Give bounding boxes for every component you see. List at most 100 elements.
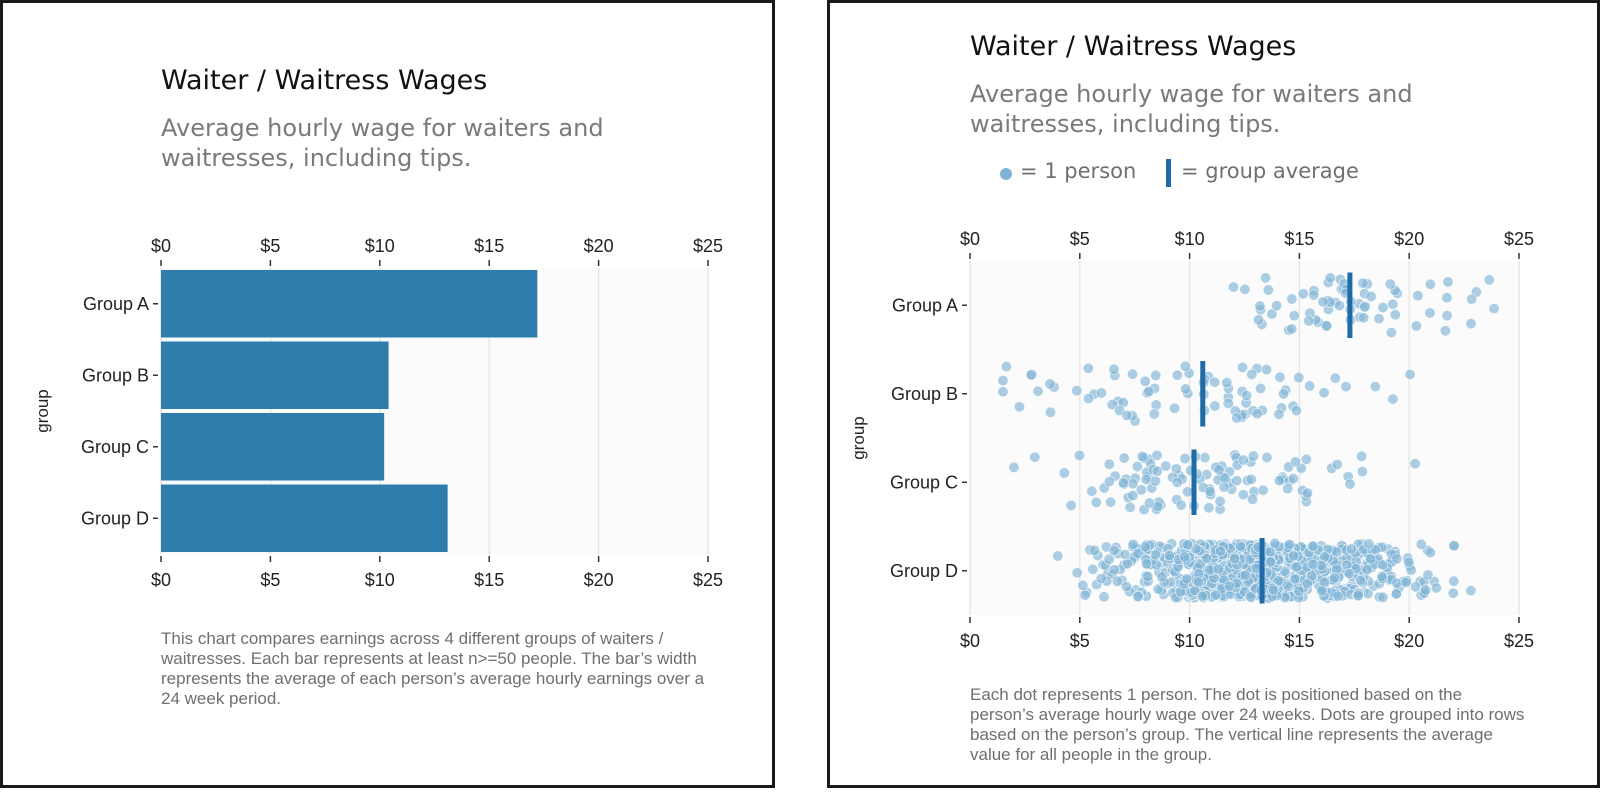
- bar-chart-panel: Waiter / Waitress Wages Average hourly w…: [0, 0, 775, 788]
- person-dot: [1103, 458, 1115, 470]
- y-tick-label: Group C: [81, 437, 149, 457]
- person-dot: [1044, 378, 1056, 390]
- person-dot: [1448, 540, 1460, 552]
- x-tick-label-bottom: $20: [584, 570, 614, 590]
- person-dot: [1260, 272, 1272, 284]
- person-dot: [1151, 465, 1163, 477]
- x-tick-label-bottom: $15: [474, 570, 504, 590]
- person-dot: [1331, 458, 1343, 470]
- person-dot: [1082, 362, 1094, 374]
- x-tick-label-top: $15: [1284, 229, 1314, 249]
- person-dot: [1175, 499, 1187, 511]
- person-dot: [1143, 497, 1155, 509]
- person-dot: [1213, 464, 1225, 476]
- person-dot: [1286, 293, 1298, 305]
- person-dot: [1150, 369, 1162, 381]
- person-dot: [1264, 546, 1276, 558]
- person-dot: [1236, 361, 1249, 373]
- person-dot: [1257, 484, 1269, 496]
- person-dot: [1118, 452, 1130, 464]
- person-dot: [1148, 408, 1160, 420]
- person-dot: [1214, 495, 1226, 507]
- person-dot: [1088, 544, 1101, 556]
- person-dot: [1219, 472, 1231, 484]
- person-dot: [1231, 412, 1243, 424]
- bar: [161, 484, 448, 552]
- person-dot: [1052, 550, 1064, 562]
- person-dot: [1345, 543, 1357, 555]
- person-dot: [1239, 569, 1251, 581]
- person-dot: [1204, 486, 1216, 498]
- person-dot: [1171, 369, 1183, 381]
- person-dot: [1483, 274, 1495, 286]
- person-dot: [1354, 574, 1367, 587]
- person-dot: [1179, 360, 1191, 372]
- person-dot: [1108, 544, 1120, 556]
- person-dot: [1229, 553, 1241, 565]
- y-tick-label: Group D: [890, 561, 958, 581]
- person-dot: [1297, 288, 1309, 300]
- person-dot: [1293, 585, 1305, 597]
- person-dot: [1120, 581, 1133, 593]
- y-tick-label: Group A: [892, 295, 958, 315]
- person-dot: [1377, 591, 1389, 603]
- person-dot: [1247, 450, 1260, 462]
- bar: [161, 413, 385, 481]
- person-dot: [1290, 405, 1302, 417]
- person-dot: [1317, 296, 1329, 308]
- x-tick-label-top: $20: [1394, 229, 1424, 249]
- person-dot: [1246, 368, 1258, 380]
- person-dot: [1282, 483, 1294, 495]
- person-dot: [1303, 315, 1315, 327]
- person-dot: [1119, 548, 1131, 561]
- person-dot: [1071, 385, 1083, 397]
- person-dot: [1143, 385, 1155, 397]
- person-dot: [1127, 478, 1139, 490]
- person-dot: [1200, 552, 1213, 564]
- person-dot: [1363, 538, 1375, 550]
- person-dot: [1308, 289, 1320, 301]
- person-dot: [1262, 284, 1274, 296]
- person-dot: [1465, 318, 1477, 330]
- person-dot: [1193, 576, 1205, 588]
- chart-title: Waiter / Waitress Wages: [970, 31, 1297, 62]
- person-dot: [1246, 493, 1259, 505]
- person-dot: [1132, 591, 1144, 603]
- person-dot: [1301, 578, 1313, 590]
- person-dot: [1465, 585, 1477, 597]
- y-tick-label: Group B: [82, 365, 149, 385]
- person-dot: [1121, 409, 1133, 421]
- person-dot: [1307, 540, 1319, 552]
- person-dot: [1086, 485, 1098, 497]
- person-dot: [1182, 539, 1194, 551]
- person-dot: [1127, 538, 1139, 550]
- person-dot: [1410, 581, 1422, 593]
- dot-plot: $0 $0 $5 $5 $10 $10 $15 $15 $20 $20 $25 $25 Group A G…: [849, 229, 1534, 651]
- chart-subtitle: Average hourly wage for waiters and wait…: [970, 80, 1413, 138]
- person-dot: [1140, 473, 1152, 486]
- person-dot: [997, 386, 1009, 398]
- person-dot: [1058, 467, 1070, 479]
- person-dot: [1124, 501, 1136, 513]
- person-dot: [1359, 301, 1371, 313]
- person-dot: [1410, 320, 1422, 332]
- person-dot: [1077, 579, 1089, 591]
- person-dot: [1424, 278, 1436, 290]
- person-dot: [1352, 590, 1364, 602]
- x-tick-label-bottom: $15: [1284, 631, 1314, 651]
- person-dot: [1466, 293, 1478, 305]
- person-dot: [1260, 364, 1273, 376]
- bar-chart: $0 $0 $5 $5 $10 $10 $15 $15 $20 $20 $25 $25 Group A G…: [33, 236, 723, 590]
- person-dot: [1488, 302, 1500, 315]
- person-dot: [1404, 368, 1416, 381]
- person-dot: [1293, 372, 1305, 384]
- person-dot: [1448, 575, 1460, 587]
- person-dot: [1391, 553, 1403, 565]
- person-dot: [1227, 281, 1240, 293]
- person-dot: [1136, 450, 1148, 462]
- x-tick-label-top: $15: [474, 236, 504, 256]
- person-dot: [1150, 549, 1162, 561]
- person-dot: [1283, 539, 1295, 551]
- person-dot: [1117, 477, 1129, 489]
- person-dot: [1203, 502, 1215, 514]
